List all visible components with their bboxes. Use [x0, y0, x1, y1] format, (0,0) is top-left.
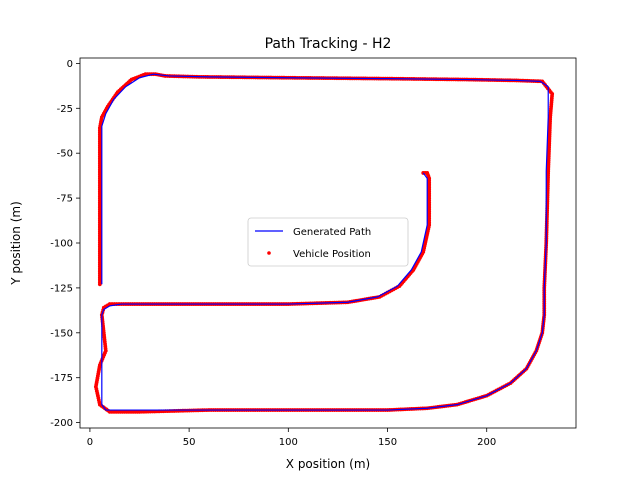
generated-path-line — [101, 73, 549, 411]
x-tick-label: 200 — [477, 437, 496, 448]
x-axis: 0 50 100 150 200 — [87, 428, 496, 448]
y-tick-label: -125 — [50, 283, 73, 294]
vehicle-position-series — [93, 72, 555, 414]
x-axis-title: X position (m) — [286, 457, 370, 471]
y-axis-title: Y position (m) — [9, 201, 23, 286]
data-layer — [93, 72, 555, 414]
y-tick-label: -75 — [57, 194, 73, 205]
legend-vehicle-position-label: Vehicle Position — [293, 249, 371, 260]
y-tick-label: -50 — [57, 149, 73, 160]
legend-box — [247, 217, 409, 267]
y-tick-label: -100 — [50, 239, 73, 250]
x-tick-label: 100 — [279, 437, 298, 448]
y-tick-label: -200 — [50, 418, 73, 429]
y-tick-label: -25 — [57, 104, 73, 115]
y-tick-label: 0 — [67, 59, 73, 70]
legend: Generated Path Vehicle Position — [247, 217, 409, 267]
x-tick-label: 150 — [378, 437, 397, 448]
x-tick-label: 50 — [183, 437, 196, 448]
legend-vehicle-position-swatch — [267, 251, 271, 255]
legend-generated-path-label: Generated Path — [293, 227, 371, 238]
y-tick-label: -175 — [50, 373, 73, 384]
y-axis: 0 -25 -50 -75 -100 -125 -150 -175 -200 — [50, 59, 80, 429]
y-tick-label: -150 — [50, 328, 73, 339]
x-tick-label: 0 — [87, 437, 93, 448]
chart-title: Path Tracking - H2 — [265, 36, 392, 52]
